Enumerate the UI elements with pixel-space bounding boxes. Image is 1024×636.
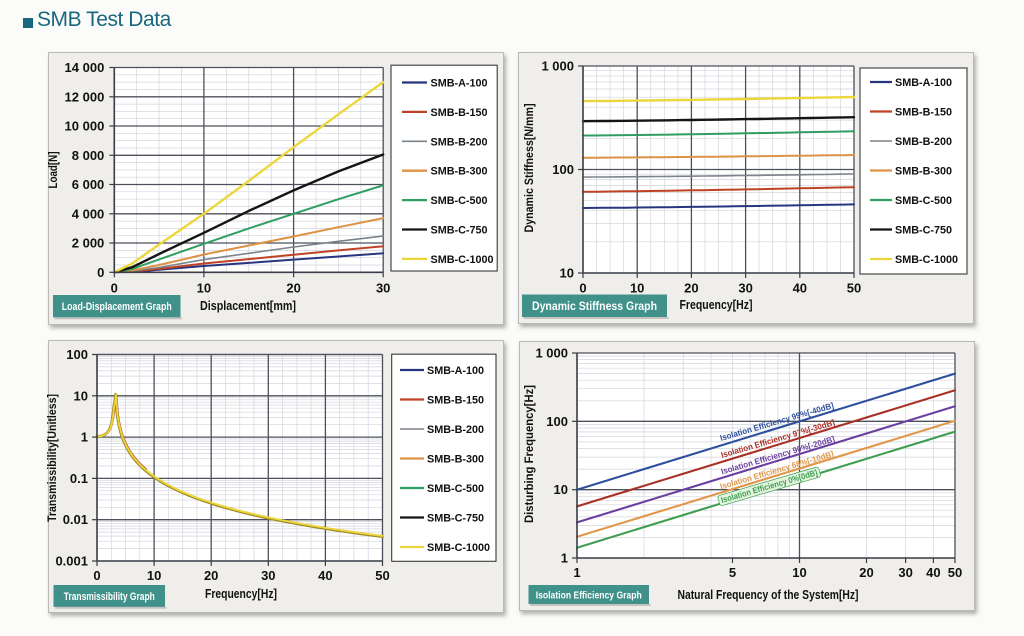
svg-text:20: 20 (684, 281, 698, 296)
svg-text:SMB-C-1000: SMB-C-1000 (895, 254, 958, 266)
svg-text:Transmissibility[Unitless]: Transmissibility[Unitless] (47, 394, 59, 522)
svg-text:20: 20 (859, 565, 873, 580)
svg-text:Frequency[Hz]: Frequency[Hz] (205, 587, 277, 601)
svg-text:SMB-B-150: SMB-B-150 (895, 107, 952, 119)
svg-text:SMB-C-750: SMB-C-750 (895, 225, 952, 237)
svg-text:SMB-C-500: SMB-C-500 (427, 483, 484, 495)
svg-text:30: 30 (376, 281, 390, 296)
svg-text:40: 40 (926, 565, 940, 580)
svg-text:1: 1 (81, 430, 88, 445)
svg-text:SMB-C-1000: SMB-C-1000 (431, 254, 494, 266)
svg-text:30: 30 (261, 568, 275, 583)
svg-text:0.01: 0.01 (63, 512, 88, 527)
svg-text:10: 10 (197, 281, 211, 296)
svg-text:20: 20 (286, 281, 300, 296)
svg-text:SMB-B-300: SMB-B-300 (427, 454, 484, 466)
svg-text:50: 50 (948, 565, 962, 580)
svg-text:0: 0 (111, 281, 118, 296)
svg-text:10: 10 (74, 388, 88, 403)
svg-text:2 000: 2 000 (72, 236, 105, 251)
svg-text:SMB-C-500: SMB-C-500 (895, 195, 952, 207)
svg-text:1 000: 1 000 (541, 59, 574, 74)
svg-text:6 000: 6 000 (72, 177, 105, 192)
svg-text:SMB-B-200: SMB-B-200 (895, 136, 952, 148)
svg-text:10: 10 (792, 565, 806, 580)
svg-text:SMB-B-200: SMB-B-200 (427, 424, 484, 436)
svg-text:50: 50 (847, 281, 861, 296)
svg-text:5: 5 (729, 565, 736, 580)
svg-text:0.001: 0.001 (55, 554, 88, 569)
svg-text:10: 10 (554, 482, 568, 497)
svg-text:4 000: 4 000 (72, 206, 105, 221)
svg-text:1: 1 (561, 551, 568, 566)
svg-text:Load-Displacement Graph: Load-Displacement Graph (62, 301, 172, 313)
svg-text:SMB-B-200: SMB-B-200 (431, 136, 488, 148)
svg-text:10: 10 (630, 281, 644, 296)
svg-text:12 000: 12 000 (65, 89, 105, 104)
svg-text:SMB-C-750: SMB-C-750 (427, 513, 484, 525)
svg-text:10: 10 (560, 266, 574, 281)
svg-text:Displacement[mm]: Displacement[mm] (200, 299, 296, 313)
svg-text:Dynamic Stiffness Graph: Dynamic Stiffness Graph (532, 301, 657, 313)
svg-text:SMB-B-150: SMB-B-150 (431, 107, 488, 119)
svg-text:Frequency[Hz]: Frequency[Hz] (680, 298, 753, 312)
svg-text:50: 50 (375, 568, 389, 583)
svg-text:SMB-C-1000: SMB-C-1000 (427, 542, 490, 554)
svg-text:Disturbing Frequency[Hz]: Disturbing Frequency[Hz] (522, 385, 536, 523)
svg-text:0: 0 (93, 568, 100, 583)
svg-text:100: 100 (66, 347, 88, 362)
svg-text:8 000: 8 000 (72, 148, 105, 163)
svg-text:SMB-B-150: SMB-B-150 (427, 395, 484, 407)
svg-text:SMB-B-300: SMB-B-300 (895, 166, 952, 178)
svg-text:1 000: 1 000 (535, 346, 568, 361)
svg-text:SMB-C-750: SMB-C-750 (431, 225, 488, 237)
svg-text:SMB-A-100: SMB-A-100 (431, 78, 488, 90)
svg-text:10 000: 10 000 (65, 119, 105, 134)
svg-text:20: 20 (204, 568, 218, 583)
svg-text:Transmissibility Graph: Transmissibility Graph (64, 591, 155, 603)
svg-text:100: 100 (552, 162, 574, 177)
svg-text:40: 40 (793, 281, 807, 296)
svg-text:0: 0 (97, 265, 104, 280)
svg-text:10: 10 (147, 568, 161, 583)
svg-text:14 000: 14 000 (65, 60, 105, 75)
svg-text:Dynamic Stiffness[N/mm]: Dynamic Stiffness[N/mm] (524, 103, 536, 232)
svg-text:100: 100 (546, 414, 568, 429)
svg-text:SMB-B-300: SMB-B-300 (431, 166, 488, 178)
svg-text:0: 0 (579, 281, 586, 296)
svg-text:30: 30 (898, 565, 912, 580)
svg-text:1: 1 (573, 565, 580, 580)
svg-text:30: 30 (738, 281, 752, 296)
svg-text:Load[N]: Load[N] (48, 151, 60, 188)
svg-text:SMB-A-100: SMB-A-100 (427, 365, 484, 377)
svg-text:Isolation Efficiency Graph: Isolation Efficiency Graph (536, 590, 642, 602)
svg-text:SMB-C-500: SMB-C-500 (431, 195, 488, 207)
svg-text:SMB-A-100: SMB-A-100 (895, 77, 952, 89)
svg-text:40: 40 (318, 568, 332, 583)
svg-text:0.1: 0.1 (70, 471, 88, 486)
svg-text:Natural Frequency of the Syste: Natural Frequency of the System[Hz] (678, 587, 859, 602)
